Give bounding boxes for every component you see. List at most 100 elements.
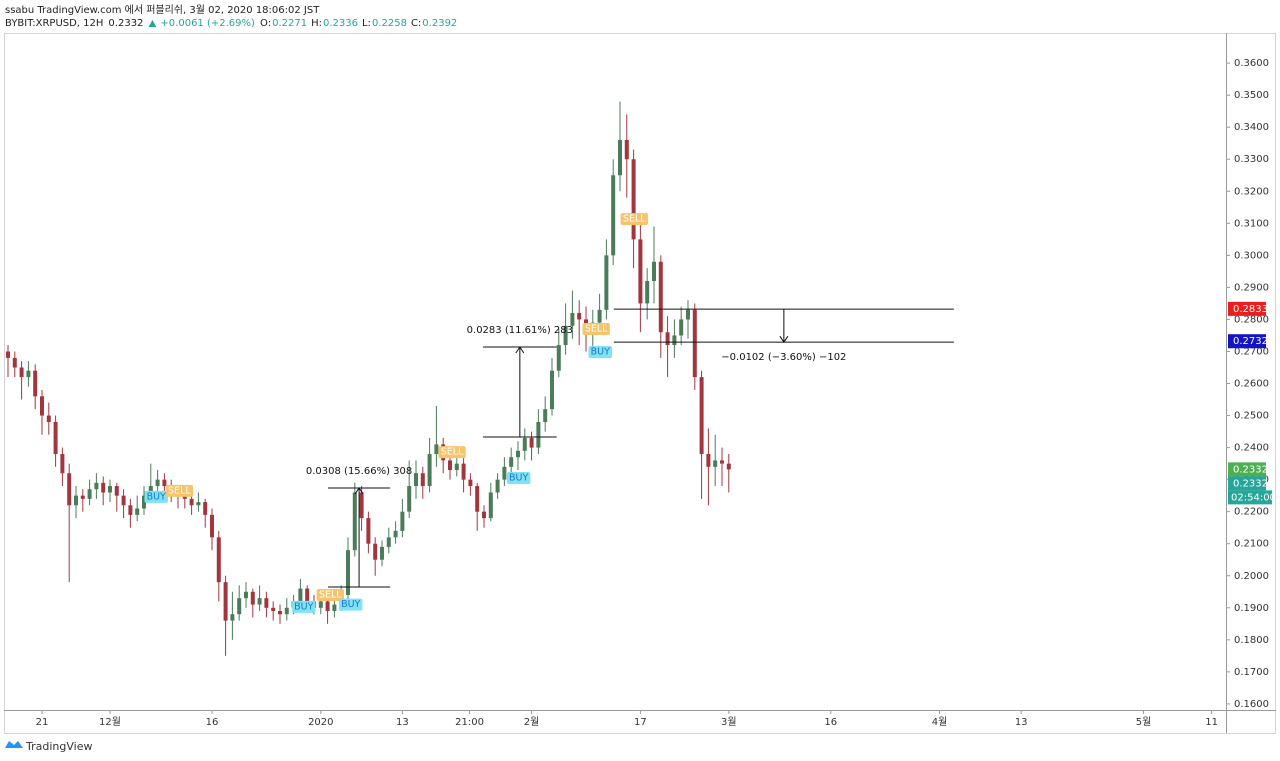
header-value: +0.0061 (+2.69%) [160,18,255,29]
candle-body [529,437,534,448]
candle-body [230,614,235,621]
signal-box [316,588,344,601]
candle-body [386,537,391,547]
candle-body [196,502,201,506]
signal-box [338,598,363,611]
countdown: 02:54:00 [1231,492,1276,503]
candle-body [393,530,398,538]
candle-body [114,486,119,496]
signal-label: BUY [341,599,360,610]
candle-body [298,588,303,602]
candle-body [19,367,24,378]
candle-body [352,492,357,551]
signal-box [165,484,194,497]
candle-body [39,396,44,416]
signal-label: BUY [294,601,313,612]
arrow-head [515,346,525,354]
candle-body [475,486,480,512]
y-tick-label: 0.3000 [1234,250,1269,261]
up-arrow [148,20,157,27]
ohlc-label: H: [311,18,322,29]
y-tick-label: 0.1900 [1234,603,1269,614]
candle-body [12,357,17,368]
candle-body [536,421,541,448]
candle-body [413,473,418,487]
price-tag [1228,301,1266,316]
candle-body [556,345,561,371]
signal-box [582,323,610,336]
candle-body [135,508,140,515]
x-tick-label: 11 [1205,717,1218,728]
candle-body [543,409,548,422]
x-tick-label: 21 [36,717,49,728]
candle-body [60,454,65,474]
y-tick-label: 0.1800 [1234,635,1269,646]
signal-label: SELL [585,324,608,335]
candle-body [672,335,677,346]
candle-body [631,159,636,240]
candle-body [250,591,255,605]
candle-body [155,479,160,487]
candle-body [577,313,582,320]
candle-body [420,473,425,487]
candle-body [359,492,364,519]
candle-body [726,463,731,470]
candle-body [651,261,656,281]
price-tag-label: 0.2332 [1233,464,1268,475]
ohlc-value: 0.2258 [372,18,407,29]
y-tick-label: 0.2500 [1234,411,1269,422]
candle-body [5,351,10,358]
price-tag [1228,476,1266,491]
candle-body [665,332,670,346]
signal-box [620,213,648,226]
ohlc-value: 0.2271 [272,18,307,29]
y-tick-label: 0.2800 [1234,314,1269,325]
candle-body [454,463,459,471]
candle-body [604,255,609,310]
x-tick-label: 13 [1015,717,1028,728]
candle-body [305,588,310,602]
candle-body [658,261,663,333]
candle-body [515,450,520,458]
candle-body [318,601,323,608]
ohlc-label: L: [362,18,371,29]
y-tick-label: 0.3100 [1234,218,1269,229]
candle-body [121,495,126,506]
candle-body [33,370,38,397]
publisher: ssabu TradingView.com 에서 퍼블리쉬, 3월 02, 20… [5,4,320,16]
y-tick-label: 0.2100 [1234,539,1269,550]
candle-body [447,460,452,471]
candle-body [699,377,704,455]
signal-label: BUY [147,491,166,502]
x-tick-label: 16 [824,717,837,728]
candle-body [284,607,289,615]
candle-body [94,482,99,490]
candle-body [203,502,208,515]
candle-body [80,495,85,499]
ohlc-label: C: [411,18,421,29]
candle-body [148,486,153,496]
x-tick-label: 4월 [932,716,948,728]
candle-body [216,537,221,583]
candle-body [563,325,568,346]
y-tick-label: 0.1700 [1234,667,1269,678]
candle-body [332,604,337,611]
y-tick-label: 0.2000 [1234,571,1269,582]
brand: TradingView [25,740,92,753]
candle-body [706,454,711,467]
signal-label: SELL [441,447,464,458]
candle-body [379,546,384,560]
candle-body [570,313,575,326]
candle-body [502,466,507,480]
signal-box [438,446,466,459]
signal-box [506,472,531,485]
candle-body [597,309,602,323]
candle-body [26,370,31,378]
candle-body [325,601,330,611]
y-tick-label: 0.2700 [1234,346,1269,357]
candle-body [624,140,629,160]
arrow-head [779,335,789,344]
measure-label: 0.0308 (15.66%) 308 [306,466,412,477]
